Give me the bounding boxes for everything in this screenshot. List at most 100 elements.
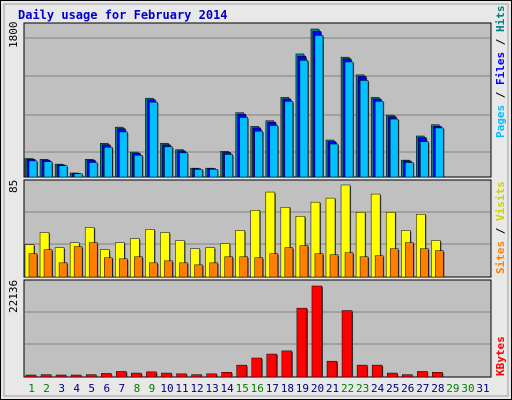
bar-sites-day-20: [314, 253, 324, 278]
bar-sites-day-14: [224, 256, 233, 278]
bar-pages-day-27: [420, 141, 429, 178]
bar-kbytes-day-7: [116, 371, 127, 378]
bar-pages-day-21: [329, 143, 339, 178]
bar-pages-day-17: [269, 125, 279, 178]
legend-hits-panel: Pages / Files / Hits: [494, 6, 507, 139]
bar-kbytes-day-2: [40, 374, 52, 378]
x-tick-label-day-28: 28: [431, 382, 444, 395]
x-tick-label-day-10: 10: [160, 382, 173, 395]
bar-pages-day-20: [314, 35, 324, 178]
bar-sites-day-9: [149, 262, 158, 278]
bar-kbytes-day-10: [161, 372, 172, 378]
legend-visits: Visits: [494, 181, 507, 221]
x-tick-label-day-30: 30: [461, 382, 474, 395]
bar-pages-day-19: [299, 60, 309, 178]
bar-pages-day-13: [209, 169, 218, 178]
x-tick-label-day-21: 21: [326, 382, 339, 395]
x-tick-label-day-12: 12: [190, 382, 203, 395]
x-tick-label-day-6: 6: [103, 382, 110, 395]
bar-kbytes-day-28: [432, 372, 443, 378]
bar-sites-day-28: [435, 250, 444, 278]
bar-kbytes-day-14: [221, 372, 232, 378]
bar-sites-day-7: [119, 258, 128, 278]
bar-sites-day-8: [134, 256, 143, 278]
bar-sites-day-21: [329, 254, 339, 278]
x-tick-label-day-23: 23: [356, 382, 369, 395]
panel-visits-ymax-label: 85: [7, 180, 20, 193]
x-tick-label-day-9: 9: [149, 382, 156, 395]
bar-kbytes-day-12: [191, 374, 202, 378]
bar-kbytes-day-8: [131, 372, 142, 378]
bar-pages-day-28: [435, 127, 444, 178]
x-tick-label-day-7: 7: [119, 382, 126, 395]
bar-kbytes-day-6: [101, 373, 112, 378]
bar-pages-day-3: [58, 165, 68, 178]
bar-pages-day-23: [359, 80, 369, 178]
x-tick-label-day-19: 19: [296, 382, 309, 395]
legend-kbytes-panel: KBytes: [494, 336, 507, 376]
bar-pages-day-11: [179, 152, 188, 178]
bar-pages-day-18: [284, 101, 294, 178]
bar-kbytes-day-18: [281, 350, 293, 378]
bar-sites-day-12: [194, 264, 203, 278]
legend-sep-3: /: [494, 227, 507, 234]
x-axis-day-labels: 1 2 3 4 5 6 7 8 9 10 11 12 13 14 15 16 17 18 19 20 21 22 23 24 2…: [28, 382, 489, 395]
bar-pages-day-10: [164, 146, 173, 178]
legend-pages: Pages: [494, 105, 507, 138]
x-tick-label-day-27: 27: [416, 382, 429, 395]
bar-pages-day-8: [134, 155, 143, 178]
bar-pages-day-15: [239, 117, 248, 178]
panel-kbytes-ymax-label: 22136: [7, 280, 20, 313]
bar-kbytes-day-9: [146, 371, 157, 378]
bar-pages-day-12: [194, 169, 203, 178]
x-tick-label-day-15: 15: [236, 382, 249, 395]
bar-kbytes-day-22: [341, 310, 353, 378]
x-tick-label-day-22: 22: [341, 382, 354, 395]
inner-bevel: [3, 3, 509, 397]
x-tick-label-day-18: 18: [281, 382, 294, 395]
bar-sites-day-4: [73, 246, 83, 278]
x-tick-label-day-26: 26: [401, 382, 414, 395]
bar-kbytes-day-16: [251, 357, 262, 378]
bar-sites-day-5: [88, 242, 98, 278]
bar-kbytes-day-21: [326, 360, 338, 378]
bar-sites-day-24: [374, 255, 384, 278]
x-tick-label-day-20: 20: [311, 382, 324, 395]
bar-kbytes-day-13: [206, 373, 217, 378]
legend-files: Files: [494, 52, 507, 85]
bar-marks: [24, 28, 445, 378]
x-tick-label-day-25: 25: [386, 382, 399, 395]
bar-sites-day-18: [284, 247, 294, 278]
bar-sites-day-22: [344, 252, 354, 278]
legend-sites: Sites: [494, 241, 507, 274]
bar-pages-day-2: [43, 161, 53, 178]
bar-sites-day-3: [58, 262, 68, 278]
legend-hits: Hits: [494, 6, 507, 33]
x-tick-label-day-11: 11: [175, 382, 188, 395]
x-tick-label-day-5: 5: [88, 382, 95, 395]
bar-sites-day-13: [209, 262, 218, 278]
bar-kbytes-day-4: [70, 374, 82, 378]
x-tick-label-day-8: 8: [134, 382, 141, 395]
x-tick-label-day-3: 3: [58, 382, 65, 395]
legend-visits-panel: Sites / Visits: [494, 181, 507, 274]
bar-kbytes-day-5: [85, 374, 97, 378]
legend-sep-2: /: [494, 38, 507, 45]
bar-kbytes-day-23: [356, 364, 368, 378]
x-tick-label-day-13: 13: [206, 382, 219, 395]
x-tick-label-day-24: 24: [371, 382, 385, 395]
legend-sep-1: /: [494, 91, 507, 98]
bar-kbytes-day-19: [296, 307, 308, 378]
x-tick-label-day-31: 31: [476, 382, 489, 395]
bar-sites-day-26: [405, 242, 414, 278]
bar-kbytes-day-26: [402, 374, 413, 378]
bar-kbytes-day-11: [176, 373, 187, 378]
bar-sites-day-27: [420, 248, 429, 278]
bar-pages-day-26: [405, 162, 414, 178]
bar-sites-day-15: [239, 256, 248, 278]
bar-pages-day-25: [389, 118, 399, 178]
bar-kbytes-day-17: [266, 353, 278, 378]
bar-pages-day-16: [254, 130, 263, 178]
bar-pages-day-6: [104, 146, 113, 178]
